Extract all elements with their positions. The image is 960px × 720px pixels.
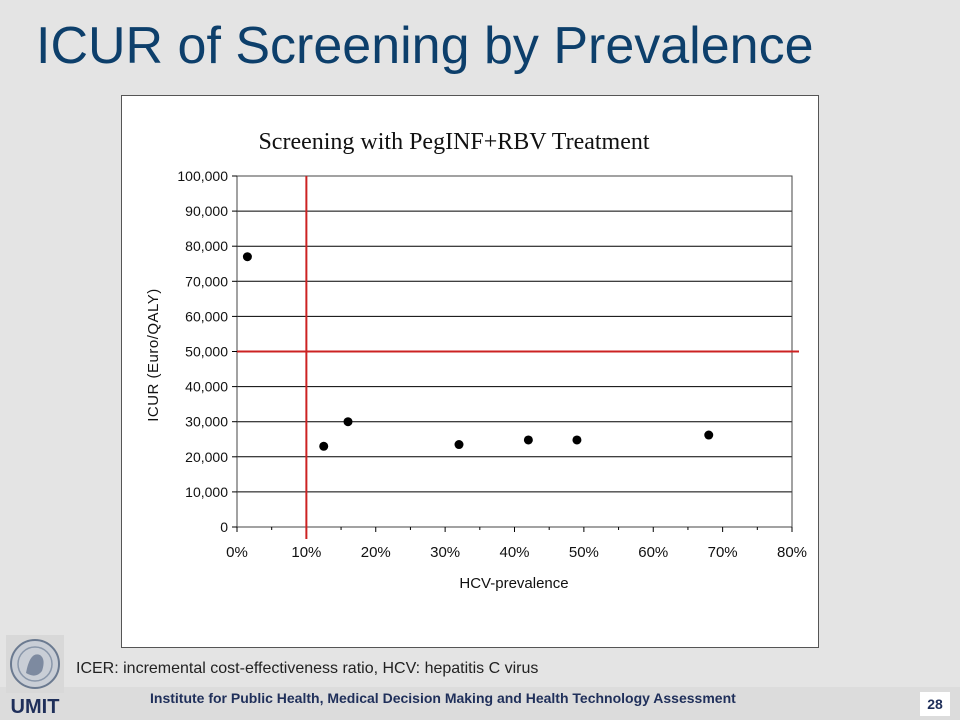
y-axis-ticks: 0 10,000 20,000 30,000 40,000 50,000 60,000 70,… [177, 168, 237, 535]
y-tick-label: 80,000 [185, 238, 228, 254]
logo-text: UMIT [11, 696, 60, 717]
y-tick-label: 40,000 [185, 379, 228, 395]
y-tick-label: 60,000 [185, 308, 228, 324]
x-axis-label: HCV-prevalence [459, 575, 568, 592]
scatter-chart: Screening with PegINF+RBV Treatment 0 10,… [145, 129, 807, 592]
data-point [242, 252, 252, 262]
data-point [572, 435, 582, 445]
x-axis-ticks: 0% 10% 20% 30% 40% 50% 60% 70% 80% [226, 527, 807, 561]
x-tick-label: 60% [638, 544, 668, 561]
footer-bar [0, 687, 960, 720]
data-point [454, 440, 464, 450]
x-tick-label: 40% [499, 544, 529, 561]
footnote: ICER: incremental cost-effectiveness rat… [76, 660, 539, 677]
x-tick-label: 0% [226, 544, 248, 561]
data-point [343, 417, 353, 427]
x-tick-label: 70% [708, 544, 738, 561]
data-point [523, 435, 533, 445]
x-tick-label: 20% [361, 544, 391, 561]
x-tick-label: 80% [777, 544, 807, 561]
y-tick-label: 0 [220, 519, 228, 535]
y-tick-label: 50,000 [185, 344, 228, 360]
y-axis-label: ICUR (Euro/QALY) [145, 288, 162, 422]
reference-lines [237, 176, 799, 539]
data-point [704, 430, 714, 440]
y-tick-label: 100,000 [177, 168, 228, 184]
chart-title: Screening with PegINF+RBV Treatment [258, 129, 649, 155]
data-points [242, 252, 714, 451]
footer-text: Institute for Public Health, Medical Dec… [150, 690, 736, 706]
y-tick-label: 30,000 [185, 414, 228, 430]
y-tick-label: 90,000 [185, 203, 228, 219]
data-point [319, 441, 329, 451]
umit-logo: UMIT [6, 635, 64, 717]
y-tick-label: 20,000 [185, 449, 228, 465]
x-tick-label: 10% [291, 544, 321, 561]
x-tick-label: 30% [430, 544, 460, 561]
y-tick-label: 70,000 [185, 273, 228, 289]
slide-title: ICUR of Screening by Prevalence [36, 17, 814, 75]
x-tick-label: 50% [569, 544, 599, 561]
page-number: 28 [920, 692, 950, 716]
chart-frame: Screening with PegINF+RBV Treatment 0 10,… [121, 95, 819, 648]
y-tick-label: 10,000 [185, 484, 228, 500]
